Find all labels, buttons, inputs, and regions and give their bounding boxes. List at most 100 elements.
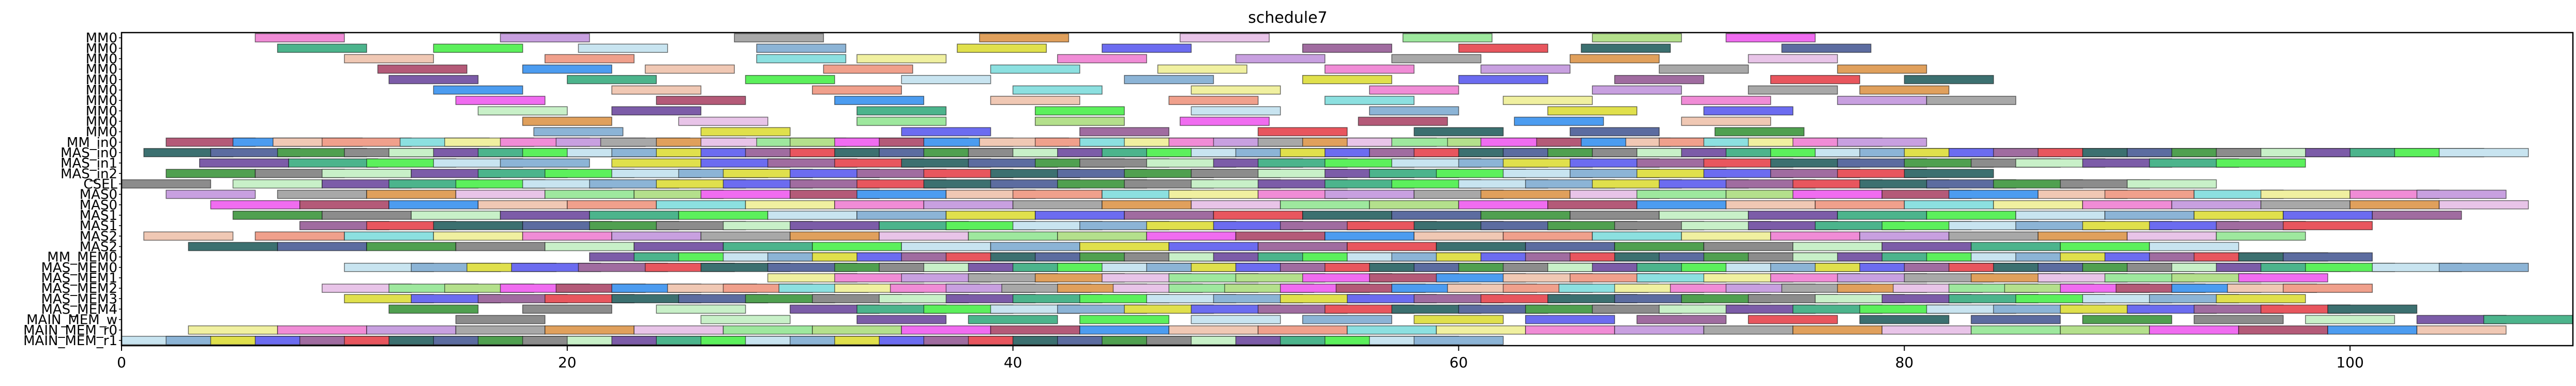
task-bar xyxy=(734,33,824,42)
task-bar xyxy=(1580,43,1671,53)
task-bar xyxy=(522,304,612,314)
task-bar xyxy=(856,211,947,220)
task-bar xyxy=(433,231,523,241)
task-bar xyxy=(2082,315,2173,324)
task-bar xyxy=(2483,315,2573,324)
task-bar xyxy=(544,325,635,335)
task-bar xyxy=(1681,116,1771,126)
task-bar xyxy=(433,221,523,230)
task-bar xyxy=(1012,200,1103,210)
task-bar xyxy=(901,242,991,251)
task-bar xyxy=(2104,189,2195,199)
task-bar xyxy=(1458,200,1548,210)
task-bar xyxy=(1168,96,1259,105)
task-bar xyxy=(1191,106,1281,116)
task-bar xyxy=(2216,294,2306,304)
task-bar xyxy=(199,158,289,168)
task-bar xyxy=(1191,315,1281,324)
task-bar xyxy=(1146,231,1237,241)
task-bar xyxy=(1480,211,1571,220)
task-bar xyxy=(1324,64,1415,74)
task-bar xyxy=(1057,54,1147,64)
task-bar xyxy=(1012,85,1103,95)
task-bar xyxy=(2104,211,2195,220)
row-label: MAS1 xyxy=(80,208,117,224)
task-bar xyxy=(1480,189,1571,199)
row-label: MM0 xyxy=(86,31,117,46)
row-label: MAS2 xyxy=(80,229,117,244)
task-bar xyxy=(990,64,1080,74)
task-bar xyxy=(433,85,523,95)
task-bar xyxy=(2193,211,2284,220)
task-bar xyxy=(411,211,501,220)
task-bar xyxy=(1168,325,1259,335)
task-bar xyxy=(1102,43,1192,53)
x-tick-label: 40 xyxy=(1004,354,1022,371)
task-bar xyxy=(388,200,479,210)
task-bar xyxy=(299,200,389,210)
task-bar xyxy=(477,106,568,116)
task-bar xyxy=(722,325,813,335)
task-bar xyxy=(1079,315,1170,324)
task-bar xyxy=(455,325,546,335)
row-label: MM0 xyxy=(86,93,117,109)
row-label: CSEL xyxy=(83,176,117,192)
task-bar xyxy=(1970,315,2061,324)
task-bar xyxy=(2416,189,2507,199)
task-bar xyxy=(700,231,791,241)
task-bar xyxy=(1881,242,1972,251)
x-tick-label: 60 xyxy=(1450,354,1468,371)
task-bar xyxy=(1592,33,1682,42)
task-bar xyxy=(812,85,902,95)
task-bar xyxy=(1168,242,1259,251)
task-bar xyxy=(1859,315,1950,324)
task-bar xyxy=(1235,231,1325,241)
task-bar xyxy=(277,325,367,335)
task-bar xyxy=(756,43,847,53)
row-label: MM0 xyxy=(86,125,117,140)
row-label: MAS_MEM0 xyxy=(41,260,117,276)
task-bar xyxy=(522,116,612,126)
task-bar xyxy=(1257,127,1348,137)
task-bar xyxy=(745,200,835,210)
task-bar xyxy=(522,231,612,241)
task-bar xyxy=(2283,211,2373,220)
task-bar xyxy=(288,158,379,168)
x-axis: 0 20 40 60 80 100 xyxy=(117,346,2364,371)
task-bar xyxy=(121,179,212,189)
task-bar xyxy=(1859,231,1950,241)
task-bar xyxy=(1324,231,1415,241)
task-bar xyxy=(1792,325,1882,335)
task-bar xyxy=(2171,200,2262,210)
task-bar xyxy=(1881,325,1972,335)
task-bar xyxy=(433,43,523,53)
task-bar xyxy=(945,211,1036,220)
task-bar xyxy=(2438,148,2529,157)
task-bar xyxy=(477,200,568,210)
task-bar xyxy=(1636,189,1727,199)
task-bar xyxy=(2260,189,2351,199)
task-bar xyxy=(1714,127,1805,137)
task-bar xyxy=(1034,116,1125,126)
task-bar xyxy=(2238,325,2328,335)
task-bar xyxy=(1514,116,1604,126)
task-bar xyxy=(1012,189,1103,199)
task-bar xyxy=(1703,106,1794,116)
task-bar xyxy=(789,221,880,230)
task-bar xyxy=(1124,75,1214,84)
task-bar xyxy=(322,211,412,220)
task-bar xyxy=(1324,189,1415,199)
task-bar xyxy=(812,242,902,251)
task-bar xyxy=(979,33,1069,42)
task-bar xyxy=(1213,211,1303,220)
task-bar xyxy=(254,33,345,42)
task-bar xyxy=(1279,200,1370,210)
task-bar xyxy=(700,127,791,137)
task-bar xyxy=(856,54,947,64)
task-bar xyxy=(1034,106,1125,116)
task-bar xyxy=(1157,64,1247,74)
task-bar xyxy=(678,211,769,220)
task-bar xyxy=(232,211,323,220)
task-bar xyxy=(2416,325,2507,335)
row-label: MAS_MEM4 xyxy=(41,302,117,317)
